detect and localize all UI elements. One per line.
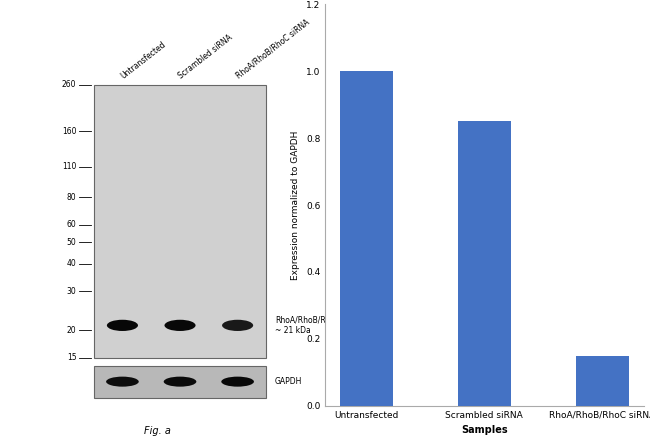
Text: 260: 260	[62, 80, 76, 89]
Text: 50: 50	[66, 238, 76, 247]
Text: Scrambled siRNA: Scrambled siRNA	[177, 33, 235, 81]
Y-axis label: Expression normalized to GAPDH: Expression normalized to GAPDH	[291, 131, 300, 280]
Ellipse shape	[106, 377, 138, 387]
Text: Fig. a: Fig. a	[144, 426, 170, 436]
Text: RhoA/RhoB/RhoC siRNA: RhoA/RhoB/RhoC siRNA	[235, 18, 311, 81]
Text: 60: 60	[66, 220, 76, 229]
Bar	[458, 121, 511, 406]
Bar	[576, 355, 629, 406]
X-axis label: Samples: Samples	[461, 425, 508, 435]
Text: RhoA/RhoB/RhoC
~ 21 kDa: RhoA/RhoB/RhoC ~ 21 kDa	[275, 316, 341, 335]
Bar	[94, 366, 266, 398]
Ellipse shape	[164, 377, 196, 387]
Text: 40: 40	[66, 259, 76, 268]
Ellipse shape	[164, 320, 196, 331]
Bar	[94, 85, 266, 358]
Ellipse shape	[222, 320, 253, 331]
Ellipse shape	[221, 377, 254, 387]
Text: 110: 110	[62, 162, 76, 172]
Text: GAPDH: GAPDH	[275, 377, 302, 386]
Bar	[340, 71, 393, 406]
Ellipse shape	[107, 320, 138, 331]
Text: 20: 20	[67, 325, 76, 335]
Text: Untransfected: Untransfected	[120, 40, 168, 81]
Text: 160: 160	[62, 127, 76, 136]
Text: 30: 30	[66, 287, 76, 296]
Text: 80: 80	[67, 193, 76, 202]
Text: 15: 15	[67, 353, 76, 362]
